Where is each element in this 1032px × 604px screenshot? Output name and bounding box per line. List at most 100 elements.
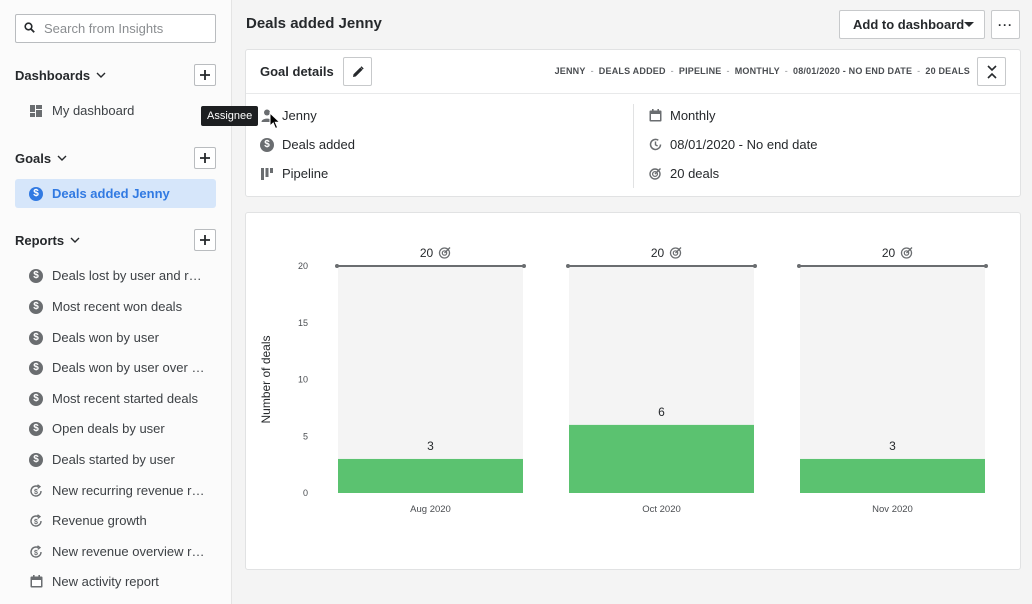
goal-background-bar <box>800 266 985 493</box>
dollar-icon: $ <box>29 268 43 283</box>
target-icon <box>669 247 682 259</box>
svg-text:$: $ <box>34 550 38 557</box>
target-icon <box>900 247 913 259</box>
calendar-icon <box>29 575 43 589</box>
pipeline-value: Pipeline <box>282 166 329 181</box>
calendar-icon <box>648 109 662 123</box>
sidebar-item-deals-added-jenny[interactable]: $ Deals added Jenny <box>15 179 216 208</box>
interval-value: Monthly <box>670 108 716 123</box>
data-bar <box>569 424 754 493</box>
add-dashboard-button[interactable] <box>194 64 216 86</box>
target-row: 20 deals <box>648 166 719 181</box>
pipeline-icon <box>260 167 274 181</box>
crumb-assignee: JENNY <box>554 66 586 76</box>
y-axis-label: Number of deals <box>259 335 273 423</box>
crumb-target: 20 DEALS <box>925 66 970 76</box>
reports-title: Reports <box>15 232 65 248</box>
search-box[interactable] <box>15 14 216 43</box>
collapse-button[interactable] <box>977 57 1006 86</box>
data-bar <box>800 458 985 493</box>
goal-type-row: $ Deals added <box>260 137 355 152</box>
report-label: Revenue growth <box>52 513 147 528</box>
svg-text:$: $ <box>34 489 38 496</box>
x-tick-label: Aug 2020 <box>410 504 451 515</box>
goals-title: Goals <box>15 150 52 166</box>
report-item[interactable]: New activity report <box>15 567 216 596</box>
goal-line-dot <box>984 264 988 268</box>
report-item[interactable]: $ Deals started by user <box>15 445 216 474</box>
caret-down-icon <box>964 22 974 27</box>
dollar-icon: $ <box>29 421 43 436</box>
add-report-button[interactable] <box>194 229 216 251</box>
dollar-icon: $ <box>29 452 43 467</box>
collapse-icon <box>986 64 997 79</box>
clock-icon <box>648 138 662 152</box>
assignee-tooltip: Assignee <box>201 106 259 126</box>
goal-line-dot <box>797 264 801 268</box>
report-label: Deals won by user over time <box>52 360 208 375</box>
report-item[interactable]: $ New recurring revenue report <box>15 476 216 505</box>
dashboards-title: Dashboards <box>15 67 91 83</box>
target-icon <box>438 247 451 259</box>
report-label: Most recent won deals <box>52 299 183 314</box>
chevron-down-icon <box>70 235 80 245</box>
svg-text:$: $ <box>34 519 38 526</box>
report-label: Deals lost by user and reason <box>52 268 208 283</box>
goal-line-dot <box>335 264 339 268</box>
search-input[interactable] <box>44 21 204 36</box>
y-tick-label: 0 <box>303 488 308 498</box>
data-bar <box>338 458 523 493</box>
data-label: 3 <box>889 439 896 453</box>
report-item[interactable]: $ Deals won by user over time <box>15 353 216 382</box>
report-label: Deals started by user <box>52 452 175 467</box>
goal-progress-chart: 0 5 10 15 20 Number of deals 3 20 Aug 2020 6 20 Oct… <box>259 246 988 515</box>
reports-section-header[interactable]: Reports <box>15 229 216 251</box>
more-options-button[interactable]: ··· <box>991 10 1020 39</box>
x-tick-label: Oct 2020 <box>642 504 681 515</box>
interval-row: Monthly <box>648 108 716 123</box>
report-item[interactable]: $ Open deals by user <box>15 414 216 443</box>
report-item[interactable]: $ Deals won by user <box>15 323 216 352</box>
y-tick-label: 5 <box>303 431 308 441</box>
goal-line-dot <box>566 264 570 268</box>
dollar-icon: $ <box>29 299 43 314</box>
data-label: 6 <box>658 405 665 419</box>
report-item[interactable]: $ Most recent started deals <box>15 384 216 413</box>
report-label: Most recent started deals <box>52 391 198 406</box>
goal-type-value: Deals added <box>282 137 355 152</box>
data-label: 3 <box>427 439 434 453</box>
recurring-dollar-icon: $ <box>29 483 43 498</box>
add-to-dashboard-button[interactable]: Add to dashboard <box>839 10 985 39</box>
sidebar-item-my-dashboard[interactable]: My dashboard <box>15 96 216 125</box>
mouse-cursor-icon <box>269 111 281 135</box>
dollar-icon: $ <box>29 330 43 345</box>
goal-label: 20 <box>882 246 896 260</box>
recurring-dollar-icon: $ <box>29 513 43 528</box>
goal-label: 20 <box>651 246 665 260</box>
add-goal-button[interactable] <box>194 147 216 169</box>
goal-background-bar <box>338 266 523 493</box>
dollar-icon: $ <box>29 391 43 406</box>
report-label: New revenue overview report <box>52 544 208 559</box>
report-item[interactable]: $ Deals lost by user and reason <box>15 261 216 290</box>
report-label: Deals won by user <box>52 330 159 345</box>
target-icon <box>648 167 662 181</box>
report-item[interactable]: $ New revenue overview report <box>15 537 216 566</box>
goal-details-header: Goal details JENNY - DEALS ADDED - PIPELINE -… <box>246 50 1020 94</box>
report-label: Open deals by user <box>52 421 165 436</box>
edit-goal-button[interactable] <box>343 57 372 86</box>
goals-section-header[interactable]: Goals <box>15 147 216 169</box>
goal-line-dot <box>522 264 526 268</box>
goal-label: 20 <box>420 246 434 260</box>
report-item[interactable]: $ Most recent won deals <box>15 292 216 321</box>
report-label: New activity report <box>52 574 159 589</box>
dashboards-section-header[interactable]: Dashboards <box>15 64 216 86</box>
duration-row: 08/01/2020 - No end date <box>648 137 817 152</box>
chevron-down-icon <box>96 70 106 80</box>
report-item[interactable]: $ Revenue growth <box>15 506 216 535</box>
dollar-icon: $ <box>29 186 43 201</box>
page-title: Deals added Jenny <box>246 15 382 32</box>
report-label: New recurring revenue report <box>52 483 208 498</box>
sidebar-item-label: Deals added Jenny <box>52 186 170 201</box>
details-divider <box>633 104 634 188</box>
